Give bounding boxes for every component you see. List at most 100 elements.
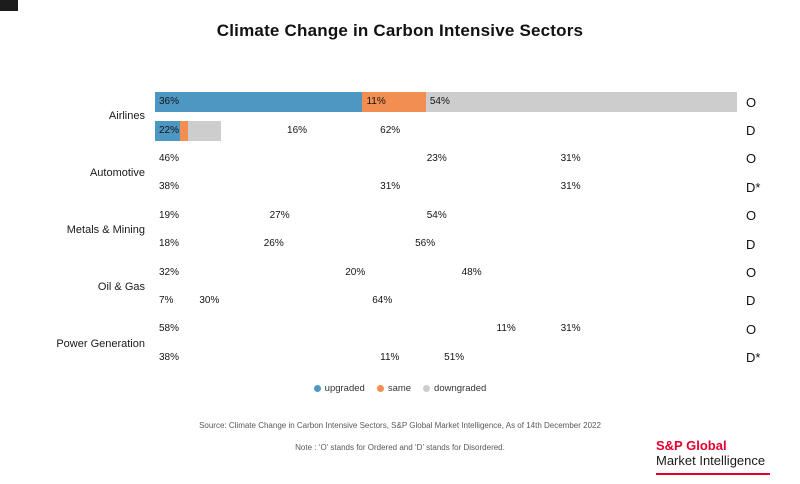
value-label: 23% — [426, 152, 447, 164]
sector-rows: 58% 11% 31% O 38% 11% 51% D* — [145, 315, 772, 372]
sector-group: Airlines 36% 11% 54% O 22% 16% 62% D — [0, 88, 772, 145]
bar-row: 19% 27% 54% O — [145, 202, 772, 230]
bar-row: 46% 23% 31% O — [145, 145, 772, 173]
row-type-label: O — [746, 321, 757, 337]
bar-segment-same — [362, 92, 426, 113]
bar-track: 46% 23% 31% — [155, 149, 737, 169]
same-legend-dot — [376, 385, 384, 392]
sector-group: Automotive 46% 23% 31% O 38% 31% 31% D* — [0, 145, 772, 202]
bar-track: 58% 11% 31% — [155, 319, 737, 339]
value-label: 31% — [380, 181, 401, 193]
value-label: 30% — [199, 294, 220, 306]
bar-row: 22% 16% 62% D — [145, 116, 772, 144]
chart-title: Climate Change in Carbon Intensive Secto… — [216, 21, 584, 40]
value-label: 32% — [159, 266, 180, 278]
logo-division-text: Market Intelligence — [656, 452, 766, 468]
sector-rows: 19% 27% 54% O 18% 26% 56% D — [145, 202, 772, 259]
sector-label: Automotive — [89, 167, 145, 180]
value-label: 26% — [263, 238, 284, 250]
bar-row: 38% 31% 31% D* — [145, 173, 772, 201]
source-text: Source: Climate Change in Carbon Intensi… — [199, 421, 601, 430]
bar-track: 36% 11% 54% — [155, 92, 737, 113]
upgraded-legend-dot — [313, 385, 321, 392]
value-label: 54% — [426, 209, 447, 221]
legend-item-same: same — [376, 383, 412, 394]
bar-track: 22% 16% 62% — [155, 120, 737, 141]
stacked-bar-chart: Airlines 36% 11% 54% O 22% 16% 62% D Automotive 46… — [0, 88, 772, 372]
row-type-label: O — [746, 265, 757, 281]
sector-rows: 32% 20% 48% O 7% 30% 64% D — [145, 258, 772, 315]
bar-track: 38% 11% 51% — [155, 348, 737, 368]
value-label: 11% — [380, 351, 400, 363]
legend-item-upgraded: upgraded — [313, 383, 365, 394]
sector-group: Power Generation 58% 11% 31% O 38% 11% 51% D* — [0, 315, 772, 372]
bar-track: 32% 20% 48% — [155, 263, 737, 283]
legend-label: upgraded — [324, 383, 365, 394]
bar-segment-upgraded — [155, 120, 180, 141]
value-label: 11% — [496, 323, 516, 335]
sector-label: Metals & Mining — [66, 223, 145, 236]
bar-row: 7% 30% 64% D — [145, 287, 772, 315]
value-label: 22% — [159, 124, 180, 136]
bar-segment-downgraded — [188, 120, 221, 141]
sector-group: Oil & Gas 32% 20% 48% O 7% 30% 64% D — [0, 258, 772, 315]
value-label: 54% — [429, 96, 450, 108]
sector-rows: 36% 11% 54% O 22% 16% 62% D — [145, 88, 772, 145]
value-label: 51% — [444, 351, 465, 363]
chart-legend: upgraded same downgraded — [0, 383, 800, 394]
value-label: 19% — [159, 209, 180, 221]
value-label: 64% — [372, 294, 393, 306]
value-label: 38% — [159, 351, 180, 363]
sector-label: Power Generation — [56, 337, 145, 350]
sector-rows: 46% 23% 31% O 38% 31% 31% D* — [145, 145, 772, 202]
row-type-label: O — [746, 151, 757, 167]
bar-track: 18% 26% 56% — [155, 234, 737, 254]
sector-label: Airlines — [108, 110, 145, 123]
sector-label: Oil & Gas — [97, 280, 145, 293]
value-label: 11% — [366, 96, 386, 108]
value-label: 48% — [461, 266, 482, 278]
value-label: 36% — [159, 96, 180, 108]
value-label: 31% — [560, 323, 581, 335]
bar-segment-upgraded — [155, 92, 363, 113]
value-label: 16% — [287, 124, 308, 136]
legend-item-downgraded: downgraded — [423, 383, 486, 394]
bar-row: 36% 11% 54% O — [145, 88, 772, 116]
row-type-label: O — [746, 208, 757, 224]
legend-label: same — [387, 383, 412, 394]
value-label: 58% — [159, 323, 180, 335]
value-label: 27% — [269, 209, 290, 221]
bar-track: 7% 30% 64% — [155, 291, 737, 311]
row-type-label: D* — [746, 350, 761, 366]
value-label: 46% — [159, 152, 180, 164]
bar-segment-downgraded — [425, 92, 737, 113]
sp-global-logo: S&P Global Market Intelligence — [656, 438, 770, 475]
value-label: 62% — [380, 124, 401, 136]
value-label: 7% — [159, 294, 174, 306]
row-type-label: O — [746, 94, 757, 110]
value-label: 18% — [159, 238, 180, 250]
bar-row: 32% 20% 48% O — [145, 258, 772, 286]
legend-label: downgraded — [434, 383, 487, 394]
value-label: 20% — [345, 266, 366, 278]
row-type-label: D — [746, 123, 756, 139]
row-type-label: D — [746, 293, 756, 309]
sector-group: Metals & Mining 19% 27% 54% O 18% 26% 56% D — [0, 202, 772, 259]
bar-track: 19% 27% 54% — [155, 206, 737, 226]
value-label: 38% — [159, 181, 180, 193]
bar-row: 58% 11% 31% O — [145, 315, 772, 343]
value-label: 56% — [415, 238, 436, 250]
downgraded-legend-dot — [423, 385, 431, 392]
bar-track: 38% 31% 31% — [155, 177, 737, 197]
row-type-label: D* — [746, 179, 761, 195]
note-text: Note : ‘O’ stands for Ordered and ‘D’ st… — [295, 443, 505, 452]
logo-red-rule — [656, 472, 770, 475]
bar-segment-same — [180, 120, 188, 141]
corner-artifact — [0, 0, 18, 11]
bar-row: 38% 11% 51% D* — [145, 344, 772, 372]
logo-brand-text: S&P Global — [656, 438, 727, 453]
value-label: 31% — [560, 152, 581, 164]
value-label: 31% — [560, 181, 581, 193]
row-type-label: D — [746, 236, 756, 252]
bar-row: 18% 26% 56% D — [145, 230, 772, 258]
